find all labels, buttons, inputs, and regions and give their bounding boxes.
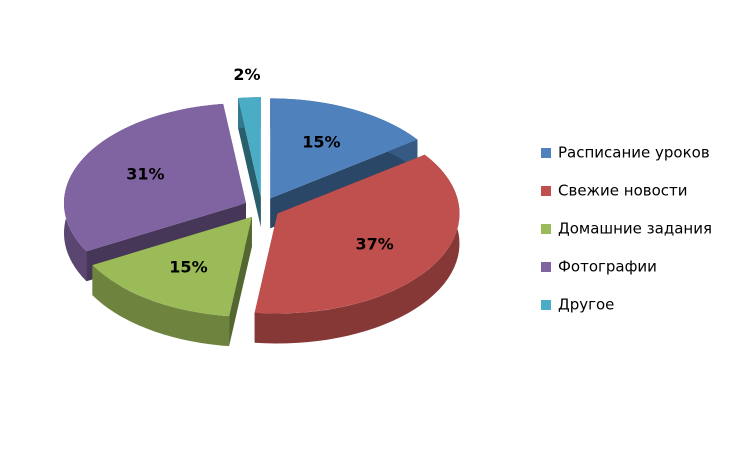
- legend-label: Другое: [558, 296, 614, 314]
- pie-slice: [270, 98, 418, 199]
- legend-swatch: [541, 186, 551, 196]
- pie-slice: [92, 216, 252, 317]
- pie-slice: [238, 97, 261, 198]
- value-label: 2%: [233, 65, 260, 84]
- value-label: 15%: [169, 258, 207, 277]
- slice-side: [238, 98, 261, 228]
- legend-swatch: [541, 224, 551, 234]
- legend-label: Расписание уроков: [558, 144, 710, 162]
- legend-label: Свежие новости: [558, 182, 688, 200]
- legend-swatch: [541, 262, 551, 272]
- pie-slice: [63, 103, 246, 252]
- value-label: 31%: [126, 164, 164, 183]
- value-label: 37%: [355, 235, 393, 254]
- legend-swatch: [541, 300, 551, 310]
- pie-slice: [254, 154, 460, 314]
- slice-side: [92, 265, 230, 347]
- value-label: 15%: [302, 133, 340, 152]
- legend-label: Домашние задания: [558, 220, 712, 238]
- slice-side: [229, 216, 252, 347]
- legend-label: Фотографии: [558, 258, 657, 276]
- slice-side: [254, 154, 460, 344]
- legend-swatch: [541, 148, 551, 158]
